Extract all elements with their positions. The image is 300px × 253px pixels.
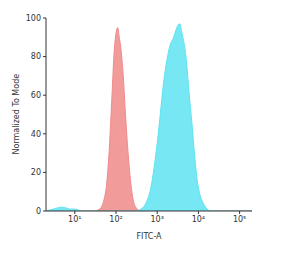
svg-text:FITC-A: FITC-A	[136, 232, 162, 241]
svg-text:80: 80	[31, 52, 41, 61]
svg-text:10³: 10³	[151, 215, 164, 224]
svg-text:Normalized To Mode: Normalized To Mode	[12, 74, 21, 155]
svg-text:10¹: 10¹	[68, 215, 81, 224]
svg-text:20: 20	[31, 168, 41, 177]
svg-text:40: 40	[31, 130, 41, 139]
svg-text:10⁴: 10⁴	[192, 215, 205, 224]
svg-text:0: 0	[36, 207, 41, 216]
svg-text:60: 60	[31, 91, 41, 100]
svg-text:10²: 10²	[109, 215, 122, 224]
svg-text:10⁵: 10⁵	[233, 215, 246, 224]
svg-text:100: 100	[26, 14, 41, 23]
